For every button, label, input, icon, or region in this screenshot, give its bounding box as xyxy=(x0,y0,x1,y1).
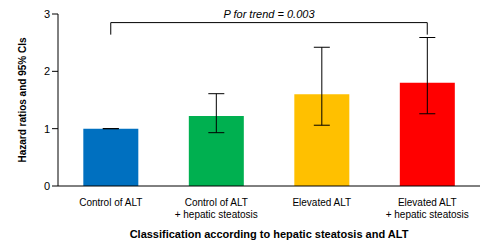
svg-text:Control of ALT+ hepatic steato: Control of ALT+ hepatic steatosis xyxy=(175,197,258,220)
svg-text:Hazard ratios and 95% CIs: Hazard ratios and 95% CIs xyxy=(17,37,28,162)
svg-text:Control of ALT: Control of ALT xyxy=(79,197,142,208)
svg-text:Classification according to he: Classification according to hepatic stea… xyxy=(130,228,409,240)
svg-text:Elevated ALT+ hepatic steatosi: Elevated ALT+ hepatic steatosis xyxy=(386,197,469,220)
svg-text:3: 3 xyxy=(44,8,50,20)
svg-text:2: 2 xyxy=(44,65,50,77)
svg-text:0: 0 xyxy=(44,180,50,192)
svg-text:P for trend = 0.003: P for trend = 0.003 xyxy=(223,8,315,20)
svg-text:1: 1 xyxy=(44,123,50,135)
svg-text:Elevated ALT: Elevated ALT xyxy=(292,197,351,208)
